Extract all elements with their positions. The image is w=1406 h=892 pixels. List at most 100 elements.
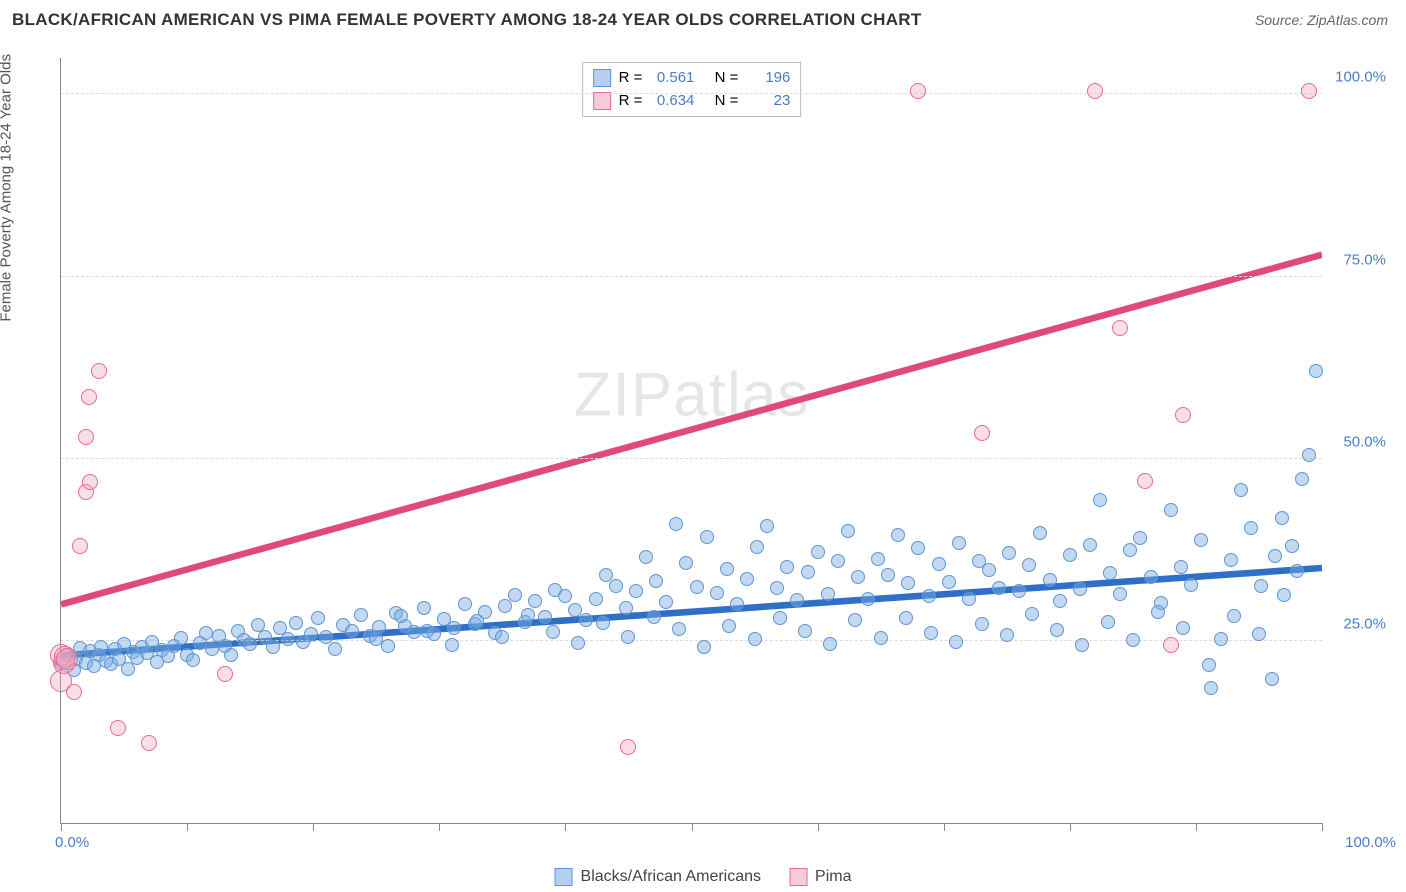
data-point bbox=[1063, 548, 1077, 562]
data-point bbox=[558, 589, 572, 603]
data-point bbox=[1227, 609, 1241, 623]
data-point bbox=[1151, 605, 1165, 619]
source-attribution: Source: ZipAtlas.com bbox=[1255, 12, 1388, 28]
correlation-row: R = 0.561 N = 196 bbox=[593, 67, 791, 90]
data-point bbox=[1025, 607, 1039, 621]
data-point bbox=[649, 574, 663, 588]
legend-item: Blacks/African Americans bbox=[555, 868, 762, 886]
chart-header: BLACK/AFRICAN AMERICAN VS PIMA FEMALE PO… bbox=[0, 0, 1406, 36]
data-point bbox=[345, 624, 359, 638]
data-point bbox=[1309, 364, 1323, 378]
data-point bbox=[217, 666, 233, 682]
data-point bbox=[1112, 320, 1128, 336]
data-point bbox=[1033, 526, 1047, 540]
data-point bbox=[730, 597, 744, 611]
data-point bbox=[700, 530, 714, 544]
data-point bbox=[924, 626, 938, 640]
n-label: N = bbox=[715, 67, 739, 90]
correlation-legend: R = 0.561 N = 196 R = 0.634 N = 23 bbox=[582, 62, 802, 117]
x-tick bbox=[61, 823, 62, 831]
data-point bbox=[1126, 633, 1140, 647]
data-point bbox=[740, 572, 754, 586]
data-point bbox=[266, 640, 280, 654]
data-point bbox=[1002, 546, 1016, 560]
data-point bbox=[546, 625, 560, 639]
data-point bbox=[458, 597, 472, 611]
data-point bbox=[659, 595, 673, 609]
data-point bbox=[1275, 511, 1289, 525]
data-point bbox=[91, 363, 107, 379]
data-point bbox=[1301, 83, 1317, 99]
data-point bbox=[975, 617, 989, 631]
gridline bbox=[61, 458, 1322, 459]
source-prefix: Source: bbox=[1255, 12, 1307, 28]
data-point bbox=[141, 735, 157, 751]
data-point bbox=[871, 552, 885, 566]
x-tick bbox=[818, 823, 819, 831]
data-point bbox=[780, 560, 794, 574]
y-tick-label: 100.0% bbox=[1335, 69, 1386, 86]
data-point bbox=[770, 581, 784, 595]
data-point bbox=[1087, 83, 1103, 99]
chart-title: BLACK/AFRICAN AMERICAN VS PIMA FEMALE PO… bbox=[12, 10, 922, 30]
data-point bbox=[1101, 615, 1115, 629]
y-tick-label: 25.0% bbox=[1343, 615, 1386, 632]
data-point bbox=[1252, 627, 1266, 641]
data-point bbox=[801, 565, 815, 579]
data-point bbox=[1137, 473, 1153, 489]
data-point bbox=[1285, 539, 1299, 553]
data-point bbox=[748, 632, 762, 646]
data-point bbox=[281, 632, 295, 646]
x-tick bbox=[1322, 823, 1323, 831]
y-tick-label: 75.0% bbox=[1343, 251, 1386, 268]
data-point bbox=[1133, 531, 1147, 545]
legend-label: Pima bbox=[815, 868, 851, 886]
data-point bbox=[619, 601, 633, 615]
data-point bbox=[311, 611, 325, 625]
data-point bbox=[72, 538, 88, 554]
gridline bbox=[61, 276, 1322, 277]
data-point bbox=[508, 588, 522, 602]
data-point bbox=[750, 540, 764, 554]
x-tick bbox=[1196, 823, 1197, 831]
data-point bbox=[1163, 637, 1179, 653]
data-point bbox=[974, 425, 990, 441]
data-point bbox=[669, 517, 683, 531]
data-point bbox=[647, 610, 661, 624]
data-point bbox=[354, 608, 368, 622]
data-point bbox=[992, 581, 1006, 595]
data-point bbox=[899, 611, 913, 625]
data-point bbox=[1224, 553, 1238, 567]
data-point bbox=[1144, 570, 1158, 584]
data-point bbox=[1290, 564, 1304, 578]
data-point bbox=[1176, 621, 1190, 635]
series-legend: Blacks/African Americans Pima bbox=[555, 868, 852, 886]
r-value: 0.561 bbox=[650, 67, 694, 90]
data-point bbox=[942, 575, 956, 589]
data-point bbox=[1234, 483, 1248, 497]
source-name: ZipAtlas.com bbox=[1307, 12, 1388, 28]
data-point bbox=[447, 621, 461, 635]
data-point bbox=[1214, 632, 1228, 646]
data-point bbox=[1043, 573, 1057, 587]
data-point bbox=[811, 545, 825, 559]
data-point bbox=[81, 389, 97, 405]
data-point bbox=[901, 576, 915, 590]
data-point bbox=[304, 627, 318, 641]
data-point bbox=[420, 624, 434, 638]
data-point bbox=[1164, 503, 1178, 517]
data-point bbox=[710, 586, 724, 600]
data-point bbox=[891, 528, 905, 542]
data-point bbox=[110, 720, 126, 736]
data-point bbox=[1244, 521, 1258, 535]
data-point bbox=[1073, 582, 1087, 596]
data-point bbox=[841, 524, 855, 538]
data-point bbox=[621, 630, 635, 644]
data-point bbox=[1184, 578, 1198, 592]
data-point bbox=[962, 592, 976, 606]
data-point bbox=[861, 592, 875, 606]
x-tick bbox=[313, 823, 314, 831]
data-point bbox=[679, 556, 693, 570]
data-point bbox=[982, 563, 996, 577]
data-point bbox=[1202, 658, 1216, 672]
